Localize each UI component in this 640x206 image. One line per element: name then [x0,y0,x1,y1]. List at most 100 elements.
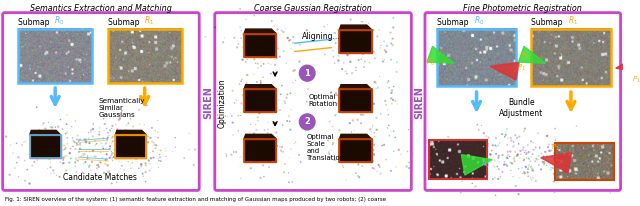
Point [60,132,70,135]
Point [451,174,461,178]
Point [509,159,520,163]
Point [505,150,515,153]
Point [267,19,277,23]
Point [237,46,247,49]
Point [358,135,368,138]
Point [332,102,342,105]
Point [323,139,333,142]
Point [35,129,45,132]
Point [125,137,135,140]
Point [471,163,481,166]
Point [589,154,599,157]
Point [144,159,154,162]
Point [539,162,549,165]
Point [559,160,569,163]
Point [43,150,53,154]
Point [82,156,92,159]
Point [259,62,269,66]
Polygon shape [339,85,372,89]
Point [219,102,229,105]
Point [520,151,530,154]
Point [58,156,68,160]
Point [475,166,485,169]
Point [59,144,69,147]
Bar [18,28,92,83]
Text: Coarse Gaussian Registration: Coarse Gaussian Registration [254,4,372,13]
Point [210,26,220,29]
Point [349,96,359,99]
Text: $P_1$: $P_1$ [552,143,561,153]
Point [614,158,625,161]
Point [519,170,529,173]
Point [43,133,53,137]
Point [102,159,112,162]
Point [381,158,391,161]
Point [146,157,156,160]
Point [135,143,145,147]
Point [141,139,152,143]
Point [253,111,264,115]
Point [44,121,54,124]
Point [253,116,263,119]
Point [295,43,305,46]
Point [369,167,380,170]
Point [120,154,130,157]
Point [79,162,89,165]
Point [241,37,252,41]
Point [252,157,262,160]
Point [26,150,36,153]
Point [490,194,500,197]
Point [482,143,492,146]
Bar [244,34,276,57]
Point [120,146,130,149]
Point [524,157,534,160]
Point [500,135,510,138]
Point [55,149,65,152]
Point [364,52,374,55]
Point [370,135,380,138]
Point [554,159,564,162]
Point [123,160,133,163]
Point [102,131,113,134]
Point [353,97,363,100]
Point [143,135,153,138]
Point [364,30,374,34]
Point [481,155,491,158]
Point [32,158,42,162]
Point [388,130,399,133]
Point [486,153,496,157]
Point [135,142,145,145]
Point [529,148,539,151]
Point [583,155,593,158]
Point [139,123,149,126]
Point [140,180,150,183]
Point [550,151,560,154]
Point [367,48,377,51]
Text: Optimization: Optimization [218,78,227,128]
Point [285,128,296,131]
Polygon shape [244,134,276,139]
Point [572,169,582,172]
Bar [115,135,147,158]
Point [352,40,362,43]
Bar [29,135,61,158]
Point [54,175,65,178]
Point [127,138,137,141]
Point [42,167,52,170]
Point [268,155,278,159]
Point [156,159,166,163]
Point [95,161,106,164]
Point [72,134,83,137]
Point [476,148,486,152]
Point [512,154,522,158]
Point [440,153,450,156]
Point [150,135,161,139]
Point [138,150,148,153]
Point [523,166,533,169]
Point [336,48,346,52]
Point [288,35,298,39]
Point [558,158,568,162]
Point [129,147,140,150]
Point [103,170,113,174]
Point [275,145,285,148]
